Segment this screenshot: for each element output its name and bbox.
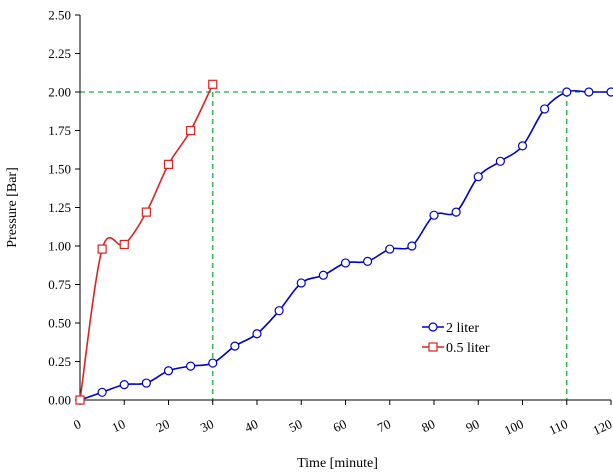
data-point-0-19: [496, 157, 504, 165]
y-tick-label-6: 1.50: [48, 162, 71, 177]
series-0: [76, 88, 613, 404]
x-tick-label-2: 20: [154, 416, 172, 435]
data-point-0-24: [607, 88, 613, 96]
y-tick-label-9: 2.25: [48, 46, 71, 61]
x-tick-label-1: 10: [109, 416, 127, 435]
data-point-0-18: [474, 173, 482, 181]
data-point-0-21: [541, 105, 549, 113]
y-tick-label-3: 0.75: [48, 277, 71, 292]
data-point-0-14: [386, 245, 394, 253]
legend-label-1: 0.5 liter: [446, 341, 490, 356]
x-tick-label-6: 60: [331, 416, 349, 435]
y-tick-label-7: 1.75: [48, 123, 71, 138]
y-tick-label-8: 2.00: [48, 85, 71, 100]
data-point-0-4: [165, 367, 173, 375]
axes: 0.00 0.25 0.50 0.75 1.00 1.25 1.50 1.75 2.00 2.25…: [48, 8, 613, 438]
data-point-1-0: [76, 396, 84, 404]
x-tick-label-0: 0: [71, 416, 83, 432]
x-tick-label-4: 40: [242, 416, 260, 435]
legend: 2 liter 0.5 liter: [422, 321, 490, 356]
x-tick-label-3: 30: [198, 416, 216, 435]
data-point-0-13: [364, 257, 372, 265]
data-point-0-1: [98, 388, 106, 396]
x-tick-label-7: 70: [375, 416, 393, 435]
y-tick-label-5: 1.25: [48, 200, 71, 215]
legend-marker-0: [429, 323, 437, 331]
x-tick-label-12: 120: [590, 416, 613, 438]
data-point-1-5: [187, 127, 195, 135]
data-point-0-22: [563, 88, 571, 96]
data-point-0-8: [253, 330, 261, 338]
data-point-0-20: [519, 142, 527, 150]
data-point-0-10: [297, 279, 305, 287]
y-tick-label-2: 0.50: [48, 316, 71, 331]
reference-lines: [80, 92, 611, 400]
data-point-0-16: [430, 211, 438, 219]
x-tick-label-8: 80: [419, 416, 437, 435]
data-point-0-9: [275, 307, 283, 315]
data-point-1-4: [165, 160, 173, 168]
legend-label-0: 2 liter: [446, 321, 479, 336]
data-point-0-3: [142, 379, 150, 387]
series-layer: [76, 80, 613, 404]
data-point-0-11: [319, 271, 327, 279]
data-point-1-2: [120, 240, 128, 248]
y-axis-title: Pressure [Bar]: [5, 167, 20, 247]
data-point-1-3: [142, 208, 150, 216]
y-tick-label-1: 0.25: [48, 354, 71, 369]
data-point-0-2: [120, 381, 128, 389]
data-point-0-12: [342, 259, 350, 267]
data-point-0-6: [209, 359, 217, 367]
x-tick-label-5: 50: [286, 416, 304, 435]
data-point-0-17: [452, 208, 460, 216]
series-1: [76, 80, 217, 404]
data-point-1-6: [209, 80, 217, 88]
data-point-0-23: [585, 88, 593, 96]
series-line-0: [80, 91, 611, 400]
x-axis-title: Time [minute]: [297, 456, 378, 471]
data-point-0-7: [231, 342, 239, 350]
data-point-0-5: [187, 362, 195, 370]
y-tick-label-0: 0.00: [48, 393, 71, 408]
legend-marker-1: [429, 343, 437, 351]
data-point-0-15: [408, 242, 416, 250]
y-tick-label-4: 1.00: [48, 239, 71, 254]
data-point-1-1: [98, 245, 106, 253]
x-tick-label-10: 100: [502, 416, 526, 438]
y-tick-label-10: 2.50: [48, 8, 71, 23]
x-tick-label-11: 110: [546, 416, 570, 438]
x-tick-label-9: 90: [463, 416, 481, 435]
